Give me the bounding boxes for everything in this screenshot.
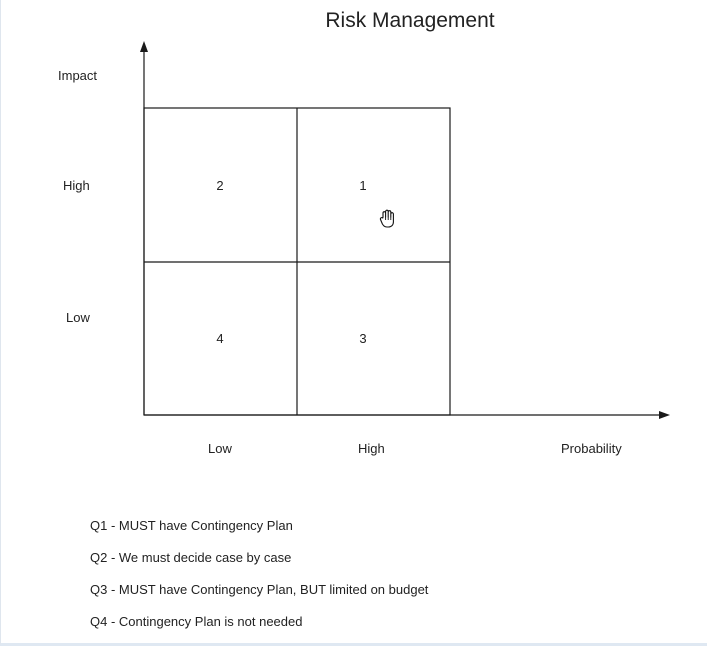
legend-q2: Q2 - We must decide case by case [90, 550, 292, 565]
y-axis-arrowhead [140, 41, 148, 52]
y-axis-label: Impact [58, 68, 98, 83]
legend-q3: Q3 - MUST have Contingency Plan, BUT lim… [90, 582, 429, 597]
diagram-title: Risk Management [325, 9, 495, 32]
hand-grab-cursor-icon [379, 209, 394, 228]
legend-q1: Q1 - MUST have Contingency Plan [90, 518, 293, 533]
y-tick-low: Low [66, 310, 90, 325]
x-tick-low: Low [208, 441, 232, 456]
quadrant-bottom-left-number: 4 [216, 331, 224, 346]
x-tick-high: High [358, 441, 385, 456]
x-axis-label: Probability [561, 441, 622, 456]
x-axis-arrowhead [659, 411, 670, 419]
legend-q4: Q4 - Contingency Plan is not needed [90, 614, 303, 629]
quadrant-bottom-right-number: 3 [359, 331, 367, 346]
y-tick-high: High [63, 178, 90, 193]
quadrant-top-left-number: 2 [216, 178, 224, 193]
quadrant-top-right-number: 1 [359, 178, 367, 193]
